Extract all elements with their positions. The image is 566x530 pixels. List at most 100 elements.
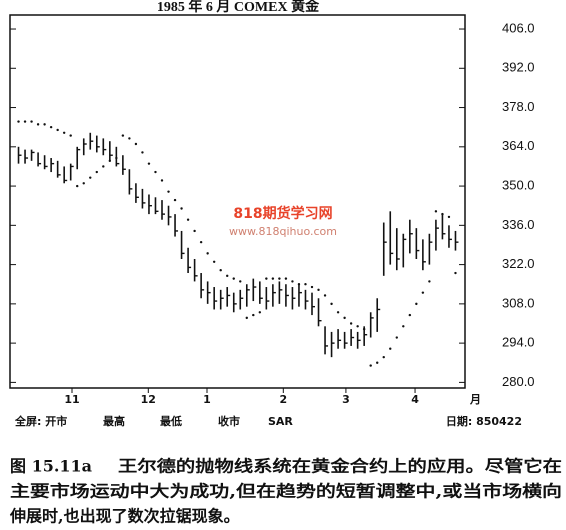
sar-dot (434, 210, 438, 213)
sar-dot (206, 252, 209, 255)
watermark: 818期货学习网 (233, 205, 332, 222)
sar-dot (180, 207, 183, 210)
sar-dot (323, 294, 327, 297)
sar-dot (69, 134, 72, 137)
footer-item: 最低 (160, 414, 182, 428)
sar-dot (317, 288, 320, 292)
sar-dot (271, 277, 275, 280)
footer-item: 全屏: 开市 (14, 414, 67, 428)
y-tick-label: 336.0 (502, 217, 535, 232)
sar-dot (310, 285, 314, 289)
sar-dot (56, 128, 59, 132)
plot-frame (9, 14, 466, 389)
y-tick-label: 350.0 (502, 178, 535, 193)
x-tick-label: 1 (203, 393, 211, 406)
sar-dot (447, 215, 451, 219)
sar-dot (226, 274, 229, 278)
y-tick-label: 406.0 (502, 20, 535, 35)
sar-dot (121, 134, 125, 137)
y-tick-label: 280.0 (502, 374, 535, 389)
sar-dot (232, 277, 235, 280)
sar-dot (428, 280, 431, 283)
sar-dot (245, 316, 248, 320)
footer-item: 最高 (103, 414, 125, 428)
sar-dot (349, 322, 353, 325)
sar-dot (102, 165, 105, 168)
sar-dot (23, 120, 27, 123)
x-tick-label: 3 (342, 393, 350, 406)
sar-dot (415, 302, 418, 306)
sar-dot (395, 336, 398, 339)
sar-dot (454, 271, 457, 275)
sar-dot (49, 125, 53, 129)
sar-dot (258, 311, 262, 314)
sar-dot (89, 176, 92, 179)
y-tick-label: 322.0 (502, 256, 535, 271)
footer-item: 收市 (218, 414, 240, 428)
caption-line: 伸展时,也出现了数次拉锯现象。 (9, 507, 240, 526)
sar-dot (219, 269, 222, 272)
sar-dot (297, 283, 301, 286)
y-tick-label: 392.0 (502, 60, 535, 75)
sar-dot (76, 184, 79, 188)
x-tick-label: 12 (141, 393, 156, 406)
sar-dot (382, 355, 385, 359)
sar-dot (252, 313, 255, 317)
sar-dot (402, 325, 405, 328)
sar-dot (128, 137, 131, 140)
sar-dot (356, 325, 359, 328)
y-tick-label: 308.0 (502, 295, 535, 310)
sar-dot (376, 361, 379, 364)
sar-dot (95, 170, 98, 174)
sar-dot (336, 311, 340, 314)
sar-dot (408, 313, 412, 317)
x-axis-label: 月 (469, 393, 481, 406)
sar-dot (362, 327, 366, 331)
sar-dot (36, 123, 40, 126)
sar-dot (291, 280, 294, 283)
sar-dot (30, 120, 33, 123)
y-tick-label: 364.0 (502, 138, 535, 153)
x-tick-label: 4 (411, 393, 419, 406)
sar-dot (265, 277, 268, 280)
y-tick-label: 294.0 (502, 335, 535, 350)
sar-dot (173, 198, 177, 202)
sar-dot (441, 212, 444, 216)
sar-dot (199, 240, 203, 244)
x-tick-label: 11 (64, 393, 79, 406)
sar-dot (17, 120, 20, 123)
sar-dot (193, 229, 196, 233)
sar-dot (212, 260, 216, 263)
sar-dot (421, 291, 425, 294)
sar-dot (160, 179, 164, 182)
watermark-url: www.818qihuo.com (229, 225, 337, 238)
sar-dot (141, 151, 144, 154)
sar-dot (284, 277, 288, 280)
sar-dot (108, 159, 112, 163)
sar-dot (62, 131, 66, 134)
sar-dot (389, 347, 392, 350)
footer-date: 日期: 850422 (446, 414, 522, 428)
caption-label: 图 15.11a (10, 457, 92, 476)
chart-title: 1985 年 6 月 COMEX 黄金 (157, 0, 320, 15)
sar-dot (115, 156, 118, 160)
sar-dot (343, 316, 346, 320)
sar-dot (43, 123, 46, 126)
footer-item: SAR (268, 415, 293, 428)
sar-dot (134, 142, 138, 146)
caption-line: 主要市场运动中大为成功,但在趋势的短暂调整中,或当市场横向 (10, 482, 562, 501)
sar-dot (147, 162, 151, 165)
x-tick-label: 2 (279, 393, 287, 406)
sar-dot (154, 170, 157, 174)
sar-dot (82, 182, 85, 185)
sar-dot (239, 280, 242, 283)
y-tick-label: 378.0 (502, 99, 535, 114)
sar-dot (278, 277, 281, 280)
caption-line: 王尔德的抛物线系统在黄金合约上的应用。尽管它在 (118, 457, 562, 476)
sar-dot (167, 190, 170, 193)
sar-dot (186, 218, 190, 221)
sar-dot (369, 364, 372, 367)
sar-dot (330, 302, 333, 306)
sar-dot (304, 283, 307, 286)
